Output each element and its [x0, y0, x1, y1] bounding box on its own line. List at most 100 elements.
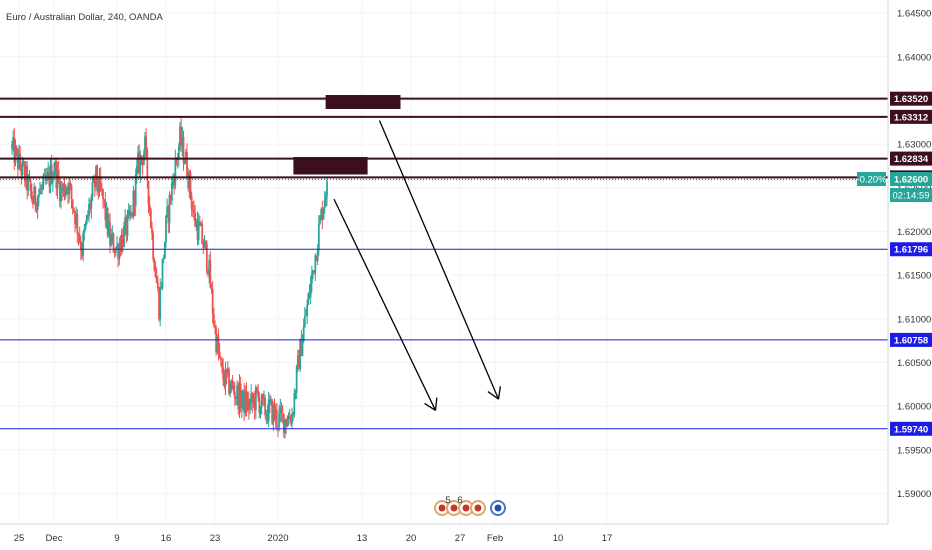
- candle-body: [113, 252, 116, 254]
- candle-body: [69, 182, 72, 186]
- candle-body: [131, 212, 134, 217]
- candle-body: [50, 164, 53, 184]
- candle-body: [146, 149, 149, 181]
- candle-body: [264, 398, 267, 416]
- candle-body: [294, 392, 297, 394]
- time-axis[interactable]: 25 Dec 9 16 23 2020 13 20 27 Feb 10 17: [14, 533, 613, 544]
- candle-body: [83, 229, 86, 234]
- candle-body: [173, 179, 176, 186]
- candle-body: [319, 217, 321, 225]
- candle-body: [125, 217, 128, 236]
- candle-body: [277, 425, 279, 427]
- candle-body: [21, 161, 24, 176]
- countdown-tag: [890, 188, 932, 203]
- event-count-label: 6: [457, 495, 462, 506]
- candle-body: [235, 397, 237, 399]
- time-tick-label: 27: [455, 533, 466, 544]
- resistance-price-tag: [890, 109, 932, 124]
- candle-body: [148, 204, 151, 210]
- candle-body: [187, 175, 190, 189]
- candle-body: [216, 336, 219, 353]
- candle-body: [68, 182, 71, 195]
- price-tick-label: 1.63000: [897, 140, 931, 151]
- candle-body: [177, 146, 180, 158]
- candle-body: [65, 188, 68, 192]
- candle-body: [182, 136, 185, 164]
- candle-body: [275, 409, 278, 426]
- candle-body: [35, 204, 38, 211]
- candle-body: [230, 381, 233, 390]
- candle-body: [152, 233, 155, 260]
- candle-body: [265, 414, 268, 416]
- current-price-label: 1.62600: [894, 175, 928, 186]
- support-price-label: 1.61796: [894, 245, 928, 256]
- candle-body: [119, 243, 122, 253]
- candle-body: [189, 172, 192, 196]
- resistance-price-label: 1.63520: [894, 94, 928, 105]
- candle-body: [308, 293, 311, 297]
- candle-body: [247, 398, 250, 410]
- candle-body: [33, 187, 36, 205]
- time-tick-label: 16: [161, 533, 172, 544]
- candle-body: [313, 270, 316, 274]
- support-price-tag: [890, 332, 932, 347]
- candle-body: [282, 414, 285, 433]
- candle-body: [28, 177, 31, 181]
- chart-title: Euro / Australian Dollar, 240, OANDA: [6, 12, 163, 23]
- trend-arrow-line: [333, 198, 437, 411]
- candle-body: [204, 240, 207, 244]
- candle-body: [205, 243, 208, 271]
- candle-body: [286, 424, 289, 427]
- trend-arrow-head: [424, 402, 436, 412]
- candle-body: [11, 144, 13, 149]
- candle-body: [14, 146, 17, 163]
- candle-body: [127, 210, 130, 214]
- candle-body: [256, 387, 258, 391]
- candle-body: [40, 188, 43, 190]
- candle-body: [63, 184, 66, 196]
- zones: [293, 95, 401, 175]
- candle-body: [324, 196, 327, 201]
- candle-body: [257, 390, 260, 398]
- time-tick-label: 13: [357, 533, 368, 544]
- candle-body: [202, 243, 205, 249]
- candle-body: [270, 399, 272, 403]
- candle-body: [95, 165, 97, 187]
- candle-body: [242, 389, 244, 401]
- candle-body: [72, 208, 75, 212]
- candle-body: [43, 174, 46, 176]
- candle-body: [259, 407, 262, 414]
- candle-body: [104, 200, 107, 220]
- candle-body: [188, 172, 191, 189]
- candle-body: [167, 206, 170, 224]
- candle-body: [155, 276, 158, 283]
- candle-body: [128, 210, 131, 216]
- candle-body: [245, 392, 248, 410]
- candle-body: [180, 126, 183, 147]
- candle-body: [60, 188, 62, 202]
- candle-body: [100, 188, 103, 190]
- candle-body: [207, 270, 209, 275]
- candle-body: [246, 398, 249, 410]
- candle-body: [284, 419, 286, 433]
- candle-body: [105, 207, 108, 220]
- price-tick-label: 1.64000: [897, 52, 931, 63]
- candle-body: [322, 208, 325, 220]
- current-price-tag: [890, 172, 932, 187]
- price-tick-label: 1.59000: [897, 489, 931, 500]
- candle-body: [279, 407, 282, 414]
- candle-body: [84, 224, 87, 230]
- candle-body: [271, 399, 274, 424]
- candle-body: [190, 195, 193, 210]
- candle-body: [144, 136, 146, 155]
- candle-body: [261, 394, 264, 399]
- candle-body: [134, 174, 137, 206]
- time-tick-label: 10: [553, 533, 564, 544]
- candle-body: [93, 178, 96, 187]
- candle-body: [266, 414, 269, 422]
- candle-body: [114, 247, 117, 254]
- candle-body: [124, 217, 127, 226]
